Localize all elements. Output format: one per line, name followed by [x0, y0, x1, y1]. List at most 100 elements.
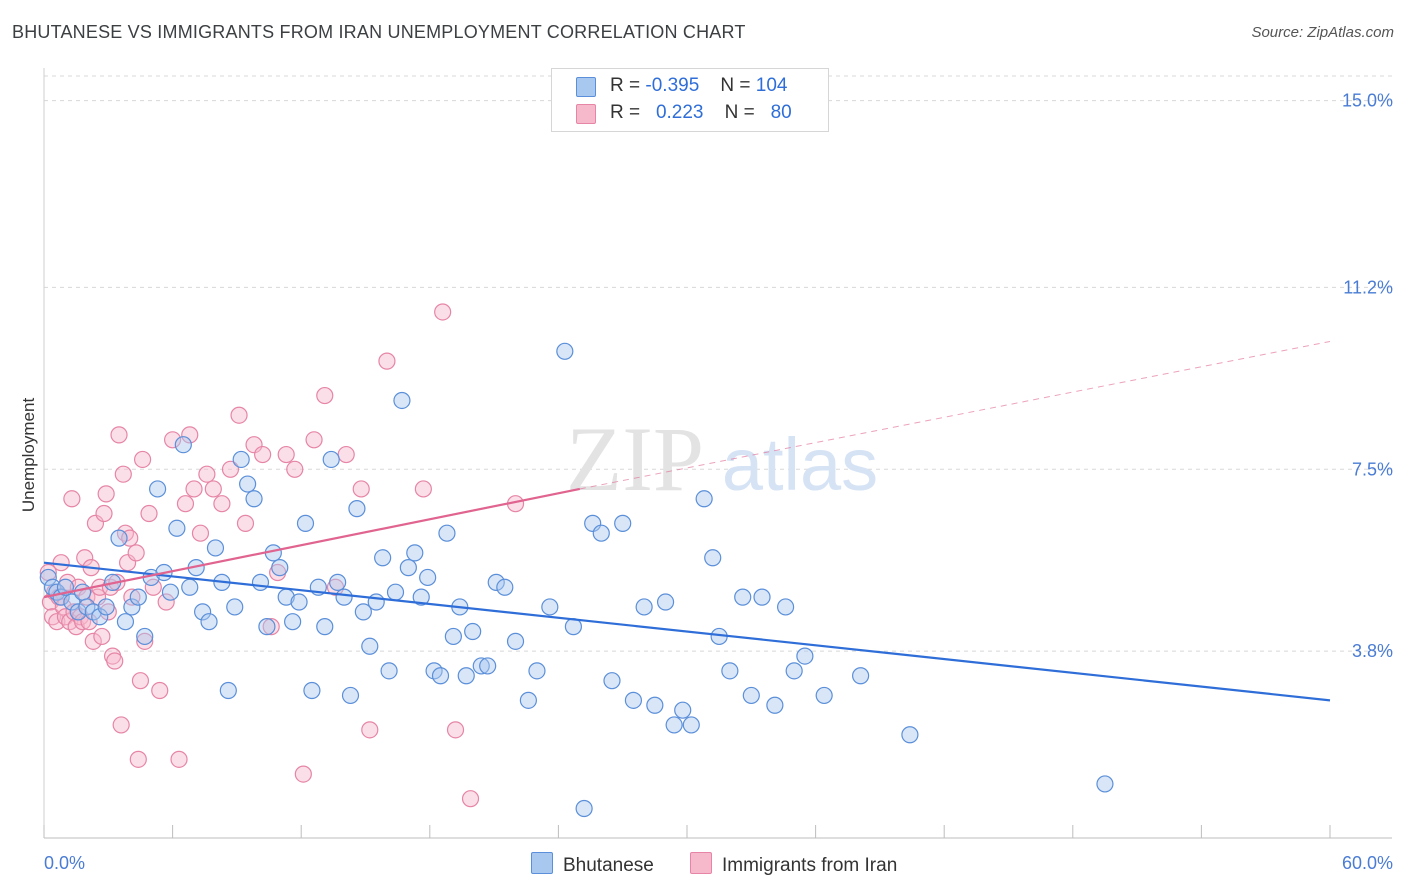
bhutanese-point: [852, 667, 870, 685]
watermark-atlas: atlas: [722, 423, 878, 506]
x-tick-labels: 0.0% 60.0%: [44, 853, 1393, 873]
iran-point: [446, 721, 465, 739]
bhutanese-point: [341, 686, 360, 705]
correlation-legend: R = -0.395 N = 104 R = 0.223 N = 80: [551, 68, 829, 132]
legend-n-value: 104: [755, 75, 788, 96]
iran-point: [151, 681, 169, 700]
bhutanese-point: [479, 657, 497, 675]
bhutanese-point: [168, 519, 186, 537]
iran-point: [164, 431, 182, 449]
iran-point: [133, 450, 152, 469]
bhutanese-point: [444, 627, 462, 646]
iran-point: [80, 613, 98, 631]
bhutanese-point: [232, 450, 250, 469]
bhutanese-point: [91, 608, 109, 626]
iran-point: [136, 632, 154, 650]
x-tick-label: 60.0%: [1342, 853, 1393, 873]
bhutanese-point: [116, 613, 135, 631]
bhutanese-point: [815, 686, 833, 705]
bottom-legend-label: Immigrants from Iran: [722, 855, 898, 876]
bhutanese-point: [528, 662, 546, 680]
iran-point: [204, 480, 222, 498]
bhutanese-point: [181, 578, 199, 596]
bhutanese-point: [316, 618, 334, 636]
iran-point: [378, 352, 396, 370]
bhutanese-point: [123, 598, 141, 616]
bhutanese-point: [367, 593, 385, 611]
bhutanese-point: [776, 598, 795, 616]
iran-point: [114, 465, 132, 483]
bhutanese-point: [386, 583, 405, 601]
iran-point: [157, 593, 175, 611]
iran-point: [176, 495, 195, 513]
bhutanese-point: [69, 603, 87, 621]
bhutanese-point: [438, 524, 456, 542]
bhutanese-point: [322, 450, 340, 469]
bhutanese-point: [656, 593, 675, 611]
bhutanese-point: [39, 568, 57, 587]
bhutanese-point: [406, 544, 424, 562]
bottom-legend-bhutanese: Bhutanese: [531, 852, 654, 877]
iran-point: [262, 618, 280, 636]
legend-swatch-bhutanese: [576, 77, 596, 97]
bhutanese-point: [1096, 775, 1114, 793]
bhutanese-point: [665, 716, 683, 734]
iran-point: [106, 652, 124, 670]
bhutanese-point: [245, 490, 263, 508]
iran-point: [140, 504, 158, 523]
bhutanese-point: [472, 657, 490, 675]
axes: [43, 68, 1392, 839]
bhutanese-point: [592, 524, 610, 542]
y-tick-label: 3.8%: [1352, 641, 1393, 661]
iran-point: [294, 765, 312, 783]
bhutanese-point: [575, 799, 593, 818]
y-tick-label: 7.5%: [1352, 459, 1393, 479]
iran-point: [221, 460, 240, 478]
bhutanese-point: [361, 637, 379, 655]
iran-point: [181, 426, 199, 444]
iran-point: [213, 495, 231, 513]
bottom-legend-swatch-bhutanese: [531, 852, 553, 874]
bhutanese-point: [148, 480, 167, 498]
legend-swatch-iran: [576, 104, 596, 124]
iran-point: [131, 672, 150, 690]
watermark: ZIP atlas: [566, 408, 878, 510]
bhutanese-point: [464, 622, 482, 641]
iran-point: [185, 480, 203, 498]
y-axis-title: Unemployment: [19, 398, 38, 513]
iran-point: [84, 632, 102, 650]
bhutanese-point: [603, 672, 621, 690]
bhutanese-point: [419, 568, 437, 587]
bottom-legend-iran: Immigrants from Iran: [690, 852, 897, 877]
bhutanese-point: [674, 701, 692, 719]
bhutanese-point: [556, 342, 574, 360]
iran-point: [76, 549, 94, 567]
bhutanese-point: [97, 598, 115, 616]
iran-point: [316, 386, 334, 405]
bhutanese-point: [194, 603, 212, 621]
bhutanese-point: [721, 662, 739, 680]
bhutanese-point: [785, 662, 803, 680]
y-tick-label: 11.2%: [1343, 277, 1393, 297]
bhutanese-point: [734, 588, 752, 606]
iran-point: [93, 627, 111, 646]
grid-lines: [44, 75, 1392, 652]
legend-n-value: 80: [770, 102, 792, 123]
bhutanese-point: [412, 588, 430, 606]
bhutanese-point: [174, 436, 192, 454]
iran-trend-line: [43, 487, 581, 599]
legend-n-label: N =: [724, 102, 755, 123]
bottom-legend-swatch-iran: [690, 852, 712, 874]
bhutanese-point: [766, 696, 784, 714]
bhutanese-point: [335, 588, 353, 606]
bhutanese-point: [753, 588, 771, 606]
bhutanese-point: [506, 632, 525, 650]
bhutanese-point: [329, 573, 347, 591]
source-label: Source: ZipAtlas.com: [1251, 24, 1394, 41]
bhutanese-point: [646, 696, 664, 714]
bhutanese-point: [431, 667, 450, 685]
bhutanese-point: [251, 573, 270, 591]
y-tick-labels: 3.8% 7.5% 11.2% 15.0%: [1342, 91, 1393, 662]
iran-point: [434, 303, 452, 321]
